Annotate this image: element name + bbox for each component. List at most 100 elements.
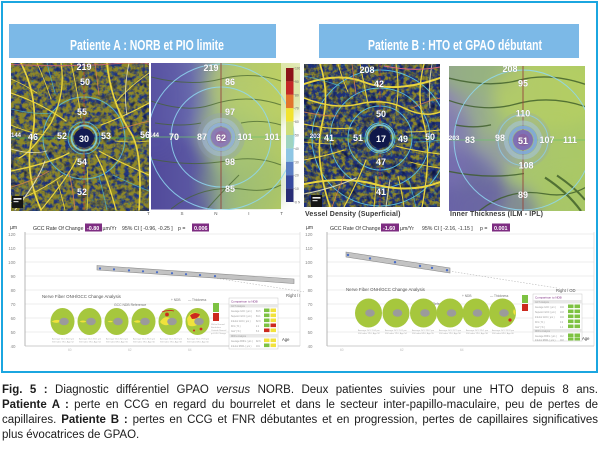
- svg-text:GCT Analysis: GCT Analysis: [535, 301, 550, 304]
- svg-text:Inferior RNFL ( µm ): Inferior RNFL ( µm ): [231, 345, 252, 348]
- svg-text:40: 40: [308, 344, 313, 349]
- svg-text:144: 144: [11, 133, 22, 139]
- svg-text:100: 100: [295, 67, 300, 71]
- svg-text:Average RNFL ( µm ): Average RNFL ( µm ): [231, 340, 253, 343]
- svg-text:120: 120: [8, 232, 16, 237]
- svg-text:64: 64: [188, 348, 192, 352]
- svg-text:89: 89: [518, 190, 528, 200]
- svg-text:41: 41: [376, 187, 386, 197]
- svg-text:52: 52: [57, 131, 67, 141]
- svg-text:50: 50: [11, 330, 16, 335]
- svg-text:40: 40: [11, 344, 16, 349]
- svg-text:-1.60: -1.60: [383, 226, 395, 232]
- svg-text:98: 98: [225, 157, 235, 167]
- svg-text:100: 100: [305, 260, 313, 265]
- svg-text:µm: µm: [306, 225, 313, 231]
- svg-text:100: 100: [8, 260, 16, 265]
- svg-text:85: 85: [225, 184, 235, 194]
- svg-text:SS Index 7/10, Age 56: SS Index 7/10, Age 56: [133, 341, 156, 344]
- svg-text:Average GCC 99.2 µm: Average GCC 99.2 µm: [412, 329, 434, 332]
- svg-text:95% CI [ -0.96, -0.25 ]: 95% CI [ -0.96, -0.25 ]: [122, 226, 173, 232]
- svg-text:83.5: 83.5: [256, 311, 261, 313]
- svg-text:101: 101: [256, 346, 261, 348]
- svg-text:46: 46: [28, 132, 38, 142]
- svg-text:+ NDB: + NDB: [171, 298, 180, 302]
- svg-text:64: 64: [460, 348, 464, 352]
- svg-text:80: 80: [308, 288, 313, 293]
- svg-text:52: 52: [77, 187, 87, 197]
- svg-text:10: 10: [295, 187, 299, 191]
- svg-text:62: 62: [128, 348, 132, 352]
- svg-text:SS Index 7/10, Age 58: SS Index 7/10, Age 58: [160, 341, 183, 344]
- svg-text:Average GCC 80.9 µm: Average GCC 80.9 µm: [160, 338, 182, 341]
- svg-text:41: 41: [324, 133, 334, 143]
- svg-text:51: 51: [518, 136, 528, 146]
- svg-text:Nerve Fiber ONH/GCC Change Ana: Nerve Fiber ONH/GCC Change Analysis: [42, 294, 122, 299]
- svg-text:60: 60: [308, 316, 313, 321]
- svg-text:SS Index 7/10, Age 54: SS Index 7/10, Age 54: [79, 341, 102, 344]
- svg-text:µm: µm: [10, 225, 17, 231]
- svg-text:49: 49: [398, 134, 408, 144]
- svg-text:110: 110: [516, 109, 531, 119]
- svg-text:8.4: 8.4: [256, 331, 260, 333]
- svg-text:GLV ( % ): GLV ( % ): [535, 327, 545, 329]
- svg-text:219: 219: [203, 63, 218, 73]
- svg-text:70: 70: [169, 132, 179, 142]
- svg-text:0 %: 0 %: [295, 201, 300, 205]
- svg-text:Average GCC 79.8 µm: Average GCC 79.8 µm: [187, 338, 209, 341]
- svg-text:103: 103: [560, 312, 565, 314]
- svg-text:62: 62: [400, 348, 404, 352]
- svg-text:GCC NDB Reference: GCC NDB Reference: [114, 303, 146, 307]
- svg-text:47: 47: [376, 157, 386, 167]
- svg-text:Average GCC 101 µm: Average GCC 101 µm: [385, 329, 407, 332]
- svg-text:Average GCC 83.1 µm: Average GCC 83.1 µm: [79, 338, 101, 341]
- svg-text:Right / I: Right / I: [286, 293, 300, 298]
- svg-text:203: 203: [449, 135, 460, 142]
- svg-text:60: 60: [295, 120, 299, 124]
- svg-text:FLV ( % ): FLV ( % ): [535, 322, 545, 324]
- svg-text:112: 112: [560, 336, 564, 338]
- svg-text:Average GCC 92.8 µm: Average GCC 92.8 µm: [492, 329, 514, 332]
- svg-text:60: 60: [340, 348, 344, 352]
- svg-text:90: 90: [11, 274, 16, 279]
- svg-text:83: 83: [465, 135, 475, 145]
- svg-text:p<0.05 Change: p<0.05 Change: [211, 332, 227, 335]
- svg-text:Comparison to NDB: Comparison to NDB: [535, 296, 562, 300]
- svg-text:95: 95: [518, 78, 528, 88]
- svg-text:GCC Rate Of Change :: GCC Rate Of Change :: [33, 226, 86, 232]
- svg-text:Right / OD: Right / OD: [556, 288, 576, 293]
- svg-text:50: 50: [308, 330, 313, 335]
- svg-text:87: 87: [197, 132, 207, 142]
- svg-text:— Thickness: — Thickness: [188, 298, 207, 302]
- svg-text:20: 20: [295, 174, 299, 178]
- svg-text:-0.80: -0.80: [87, 226, 99, 232]
- svg-text:86: 86: [225, 77, 235, 87]
- svg-text:203: 203: [310, 133, 321, 140]
- svg-text:82.9: 82.9: [256, 321, 261, 323]
- svg-text:Age: Age: [582, 336, 590, 341]
- svg-text:Average GCC 95.1 µm: Average GCC 95.1 µm: [466, 329, 488, 332]
- svg-text:Patiente B : HTO et GPAO début: Patiente B : HTO et GPAO débutant: [368, 38, 542, 54]
- svg-text:80: 80: [295, 93, 299, 97]
- svg-text:51: 51: [353, 133, 363, 143]
- svg-text:GCT Analysis: GCT Analysis: [231, 305, 246, 308]
- svg-text:90: 90: [295, 80, 299, 84]
- svg-text:Age: Age: [282, 337, 290, 342]
- svg-text:µm/Yr: µm/Yr: [103, 226, 117, 232]
- svg-text:17: 17: [376, 134, 386, 144]
- svg-text:GLV ( % ): GLV ( % ): [231, 331, 241, 333]
- svg-text:Average GCC 97.5 µm: Average GCC 97.5 µm: [439, 329, 461, 332]
- svg-text:120: 120: [305, 232, 313, 237]
- svg-text:0.2: 0.2: [560, 322, 564, 324]
- svg-text:62: 62: [216, 133, 226, 143]
- svg-text:SS Index 8/10, Age 55: SS Index 8/10, Age 55: [412, 332, 435, 335]
- svg-text:0.006: 0.006: [194, 226, 208, 232]
- svg-text:Inferior GCC ( µm ): Inferior GCC ( µm ): [535, 316, 555, 319]
- svg-text:118: 118: [560, 340, 564, 342]
- svg-text:50: 50: [425, 132, 435, 142]
- svg-text:101: 101: [264, 132, 279, 142]
- svg-text:Inferior RNFL ( µm ): Inferior RNFL ( µm ): [535, 339, 556, 342]
- svg-text:Average GCC 104 µm: Average GCC 104 µm: [358, 329, 380, 332]
- svg-text:Comparison to NDB: Comparison to NDB: [231, 300, 258, 304]
- svg-text:Average GCC 81.6 µm: Average GCC 81.6 µm: [133, 338, 155, 341]
